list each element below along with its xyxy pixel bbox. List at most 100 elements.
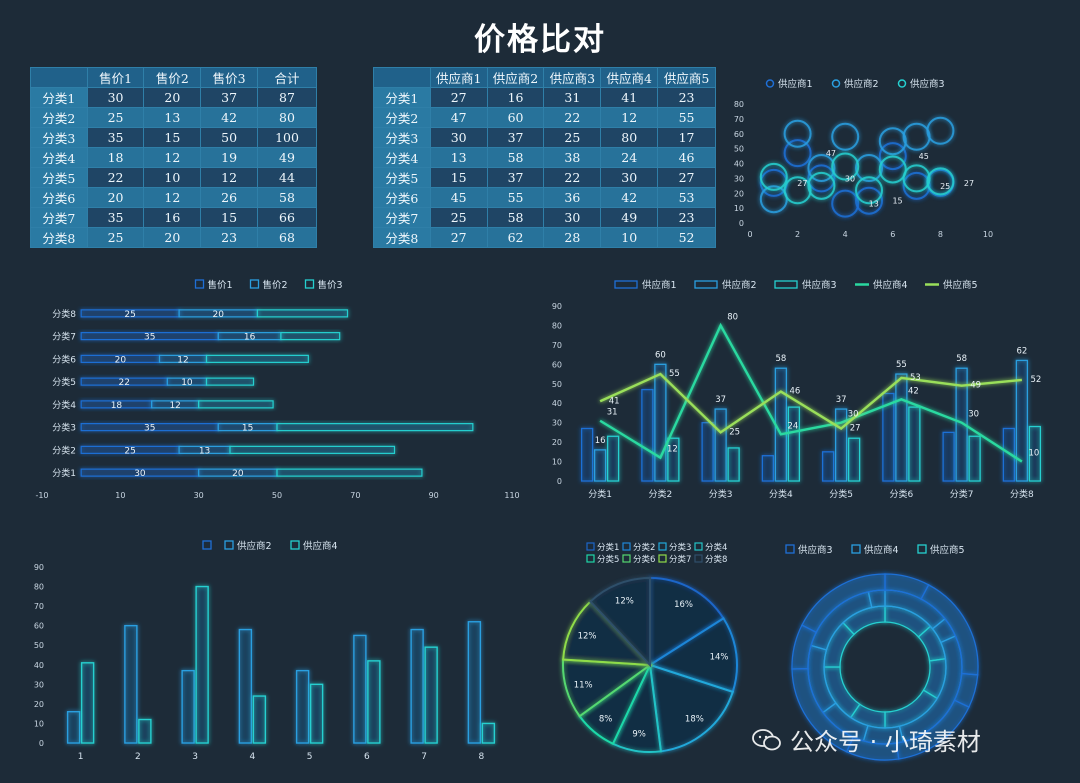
data-label: 25 xyxy=(124,446,135,456)
bubble-point xyxy=(831,122,860,151)
bar-segment xyxy=(198,400,274,409)
bubble-point xyxy=(807,164,836,193)
chart-legend: 供应商1 供应商2 供应商3 xyxy=(765,78,945,90)
bar xyxy=(410,628,424,744)
table-cell: 47 xyxy=(429,107,488,128)
bar-segment xyxy=(280,332,341,341)
legend-swatch xyxy=(785,544,795,554)
chart-legend: 售价1 售价2 售价3 xyxy=(194,279,343,291)
supplier-table-header: 供应商1 供应商2 供应商3 供应商4 供应商5 xyxy=(373,67,716,88)
legend-swatch xyxy=(694,554,703,563)
legend-swatch xyxy=(224,540,234,550)
bar xyxy=(467,621,482,744)
x-tick-label: 分类3 xyxy=(709,488,733,500)
legend-swatch xyxy=(249,279,260,289)
data-label: 27 xyxy=(850,424,861,434)
bar xyxy=(847,437,861,482)
table-cell: 25 xyxy=(86,227,145,248)
bar xyxy=(138,718,152,744)
x-tick-label: 110 xyxy=(504,491,519,500)
data-label: 30 xyxy=(848,410,859,420)
column-chart: 供应商2 供应商4 0 10 20 30 40 50 60 70 80 90 1 2 3 4 5 6 7 8 xyxy=(34,540,496,762)
data-label: 12 xyxy=(169,401,180,411)
bubble-point xyxy=(783,139,812,168)
table-row: 分类8 27 62 28 10 52 xyxy=(373,227,716,248)
y-tick-label: 分类8 xyxy=(52,308,76,320)
table-cell: 30 xyxy=(543,207,602,228)
legend-label: 分类6 xyxy=(633,554,655,565)
legend-label: 供应商4 xyxy=(864,544,899,556)
legend-swatch xyxy=(694,542,703,551)
legend-label: 供应商5 xyxy=(943,279,978,291)
table-cell: 20 xyxy=(143,227,202,248)
price_table-header-cell: 售价2 xyxy=(143,67,202,88)
bar xyxy=(367,660,381,744)
x-tick-label: 4 xyxy=(250,752,256,762)
bar xyxy=(641,388,654,482)
pie-chart: 分类1 分类2 分类3 分类4 分类5 分类6 分类7 分类8 16% 14% 18% 9% 8% 11%… xyxy=(562,542,738,753)
bubble-point xyxy=(759,185,788,214)
table-row: 分类1 30 20 37 87 xyxy=(30,87,317,108)
chart-legend: 供应商1 供应商2 供应商3 供应商4 供应商5 xyxy=(614,279,978,291)
data-label: 55 xyxy=(896,360,907,370)
bubble-point xyxy=(783,176,812,205)
table-cell: 12 xyxy=(143,187,202,208)
row-category: 分类3 xyxy=(373,127,431,148)
x-tick-label: 50 xyxy=(272,491,282,500)
table-cell: 28 xyxy=(543,227,602,248)
data-label: 45 xyxy=(919,152,929,161)
table-cell: 44 xyxy=(257,167,317,188)
table-cell: 12 xyxy=(200,167,259,188)
x-tick-label: 10 xyxy=(983,230,993,239)
data-label: 20 xyxy=(232,469,244,479)
table-cell: 42 xyxy=(200,107,259,128)
data-label: 30 xyxy=(845,174,855,183)
table-cell: 66 xyxy=(257,207,317,228)
data-label: 42 xyxy=(908,386,919,396)
bar xyxy=(908,406,921,482)
data-label: 60 xyxy=(655,350,666,360)
data-label: 58 xyxy=(956,354,967,364)
y-tick-label: 50 xyxy=(34,641,44,650)
x-tick-label: 分类6 xyxy=(890,488,914,500)
table-row: 分类4 13 58 38 24 46 xyxy=(373,147,716,168)
table-row: 分类7 25 58 30 49 23 xyxy=(373,207,716,228)
legend-label: 供应商4 xyxy=(873,279,908,291)
table-cell: 55 xyxy=(657,107,716,128)
table-cell: 41 xyxy=(600,87,659,108)
bubble-point xyxy=(783,119,812,148)
chart-legend: 供应商2 供应商4 xyxy=(202,540,338,552)
legend-label: 分类5 xyxy=(597,554,619,565)
table-cell: 80 xyxy=(600,127,659,148)
y-tick-label: 80 xyxy=(34,583,44,592)
data-label: 30 xyxy=(968,410,979,420)
bubble-point xyxy=(807,153,836,182)
table-cell: 25 xyxy=(429,207,488,228)
watermark: 公众号 · 小琦素材 xyxy=(752,722,981,757)
table-cell: 49 xyxy=(257,147,317,168)
supplier-table: 供应商1 供应商2 供应商3 供应商4 供应商5 分类1 27 16 31 41 23 分类2 47 6… xyxy=(373,67,716,248)
bubble-point xyxy=(878,142,907,171)
bubble-point xyxy=(926,116,955,145)
y-tick-label: 0 xyxy=(739,219,744,228)
y-tick-label: 90 xyxy=(552,302,562,311)
table-cell: 13 xyxy=(429,147,488,168)
chart-legend: 供应商3 供应商4 供应商5 xyxy=(785,544,965,556)
data-label: 41 xyxy=(609,396,620,406)
legend-swatch xyxy=(897,79,907,88)
legend-swatch xyxy=(658,542,667,551)
bar xyxy=(701,422,714,482)
bar xyxy=(195,585,209,744)
x-tick-label: 2 xyxy=(135,752,141,762)
supplier_table-header-cell: 供应商3 xyxy=(543,67,602,88)
legend-label: 供应商1 xyxy=(642,279,677,291)
bubble-point xyxy=(759,168,788,197)
price_table-header-cell: 售价3 xyxy=(200,67,259,88)
wechat-icon xyxy=(752,728,781,750)
legend-swatch xyxy=(194,279,205,289)
data-label: 16% xyxy=(674,600,693,610)
x-tick-label: 分类2 xyxy=(649,488,673,500)
legend-label: 供应商5 xyxy=(930,544,965,556)
data-label: 37 xyxy=(715,395,726,405)
data-label: 22 xyxy=(119,378,130,388)
